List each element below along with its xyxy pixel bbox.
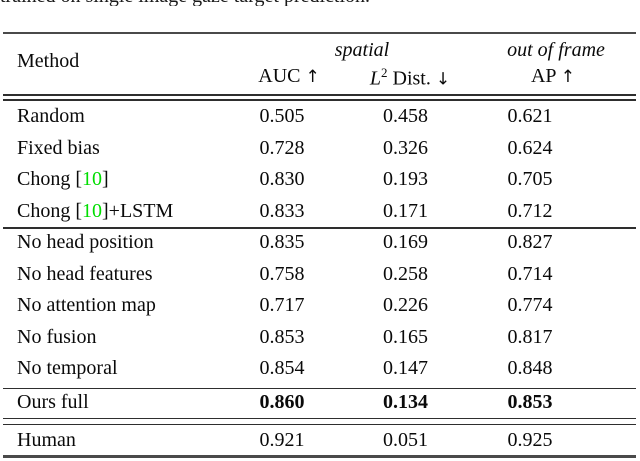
group-header-spatial: spatial — [334, 39, 390, 61]
method-cell: No temporal — [17, 357, 118, 380]
method-cell: No attention map — [17, 294, 156, 317]
l2-cell: 0.169 — [383, 231, 428, 254]
table-row: No head features 0.758 0.258 0.714 — [3, 259, 636, 291]
ap-cell: 0.714 — [507, 262, 553, 285]
auc-cell: 0.854 — [259, 357, 305, 380]
method-cell: Chong [10] — [17, 168, 109, 191]
citation-link[interactable]: 10 — [82, 168, 102, 191]
method-cell: Chong [10]+LSTM — [17, 199, 174, 222]
method-cell: No fusion — [17, 325, 97, 348]
citation-link[interactable]: 10 — [82, 199, 102, 222]
table-top-rule — [3, 31, 636, 34]
column-header-ap: AP ↑ — [530, 65, 576, 87]
l2-cell: 0.458 — [383, 105, 428, 128]
auc-cell: 0.833 — [259, 199, 305, 222]
caption-fragment: trained on single image gaze target pred… — [0, 0, 370, 6]
l2-cell: 0.165 — [383, 325, 428, 348]
table-bottom-rule — [3, 455, 636, 458]
ap-cell: 0.925 — [507, 429, 553, 451]
ap-cell: 0.827 — [507, 231, 553, 254]
cropped-caption-line: trained on single image gaze target pred… — [0, 0, 640, 6]
table-row: Chong [10] 0.830 0.193 0.705 — [3, 164, 636, 196]
section-rule-ablations — [3, 387, 636, 390]
auc-cell: 0.728 — [259, 136, 305, 159]
ap-cell: 0.848 — [507, 357, 553, 380]
down-arrow-icon: ↓ — [435, 69, 451, 90]
l2-cell: 0.258 — [383, 262, 428, 285]
table-row-ours-full: Ours full 0.860 0.134 0.853 — [3, 387, 636, 419]
ap-cell: 0.712 — [507, 199, 553, 222]
ap-cell: 0.853 — [507, 391, 553, 414]
method-cell: Fixed bias — [17, 136, 100, 159]
table-row: No attention map 0.717 0.226 0.774 — [3, 290, 636, 322]
column-header-auc: AUC ↑ — [258, 65, 320, 87]
l2-cell: 0.051 — [383, 429, 428, 451]
l2-cell: 0.226 — [383, 294, 428, 317]
table-row-human: Human 0.921 0.051 0.925 — [3, 425, 636, 457]
table-row: Chong [10]+LSTM 0.833 0.171 0.712 — [3, 196, 636, 228]
ours-double-rule-2 — [3, 423, 636, 426]
table-row: Random 0.505 0.458 0.621 — [3, 101, 636, 133]
column-header-method: Method — [17, 50, 80, 72]
ours-double-rule-1 — [3, 417, 636, 420]
method-cell: Ours full — [17, 391, 89, 414]
l2-cell: 0.147 — [383, 357, 428, 380]
auc-cell: 0.505 — [259, 105, 305, 128]
table-row: No temporal 0.854 0.147 0.848 — [3, 353, 636, 385]
method-cell: No head features — [17, 262, 153, 285]
ap-cell: 0.621 — [507, 105, 553, 128]
ap-cell: 0.817 — [507, 325, 553, 348]
auc-cell: 0.853 — [259, 325, 305, 348]
up-arrow-icon: ↑ — [305, 67, 320, 87]
l2-cell: 0.326 — [383, 136, 428, 159]
auc-cell: 0.860 — [259, 391, 305, 414]
header-double-rule-2 — [3, 99, 636, 101]
l2-cell: 0.171 — [383, 199, 428, 222]
auc-cell: 0.758 — [259, 262, 305, 285]
method-cell: Random — [17, 105, 85, 128]
auc-cell: 0.835 — [259, 231, 305, 254]
ap-cell: 0.705 — [507, 168, 553, 191]
auc-cell: 0.921 — [259, 429, 305, 451]
column-header-l2-dist: L2 Dist. ↓ — [369, 65, 451, 90]
l2-cell: 0.193 — [383, 168, 428, 191]
table-row: No head position 0.835 0.169 0.827 — [3, 227, 636, 259]
group-header-out-of-frame: out of frame — [507, 39, 605, 61]
method-cell: Human — [17, 429, 76, 451]
auc-cell: 0.717 — [259, 294, 305, 317]
l2-cell: 0.134 — [383, 391, 428, 414]
table-row: Fixed bias 0.728 0.326 0.624 — [3, 133, 636, 165]
method-cell: No head position — [17, 231, 154, 254]
up-arrow-icon: ↑ — [560, 67, 576, 87]
ap-cell: 0.624 — [507, 136, 553, 159]
ap-cell: 0.774 — [507, 294, 553, 317]
header-double-rule-1 — [3, 94, 636, 96]
table-row: No fusion 0.853 0.165 0.817 — [3, 322, 636, 354]
auc-cell: 0.830 — [259, 168, 305, 191]
section-rule-baselines — [3, 227, 636, 229]
